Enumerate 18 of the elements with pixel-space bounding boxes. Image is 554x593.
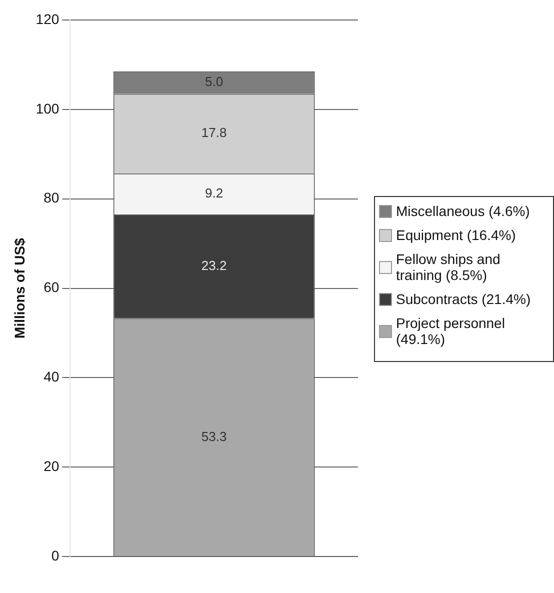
y-tick-label: 120 — [36, 10, 60, 27]
y-tick-label: 0 — [51, 547, 60, 564]
data-label: 5.0 — [205, 74, 224, 90]
legend-label: Equipment (16.4%) — [396, 227, 516, 243]
data-label: 9.2 — [205, 186, 224, 201]
y-tick-label: 100 — [36, 100, 60, 116]
data-label: 17.8 — [201, 125, 227, 140]
y-tick-label: 20 — [44, 458, 60, 474]
y-tick-label: 60 — [44, 279, 60, 296]
legend-label: Fellow ships and training (8.5%) — [396, 251, 502, 283]
y-axis-title: Millions of US$ — [11, 238, 28, 338]
legend-label: Miscellaneous (4.6%) — [396, 203, 530, 219]
y-tick-label: 80 — [44, 190, 60, 206]
legend-label: Subcontracts (21.4%) — [396, 291, 531, 307]
data-label: 23.2 — [201, 258, 227, 273]
legend-label: Project personnel (49.1%) — [396, 315, 506, 347]
data-label: 53.3 — [201, 428, 227, 444]
y-tick-label: 40 — [44, 368, 60, 385]
